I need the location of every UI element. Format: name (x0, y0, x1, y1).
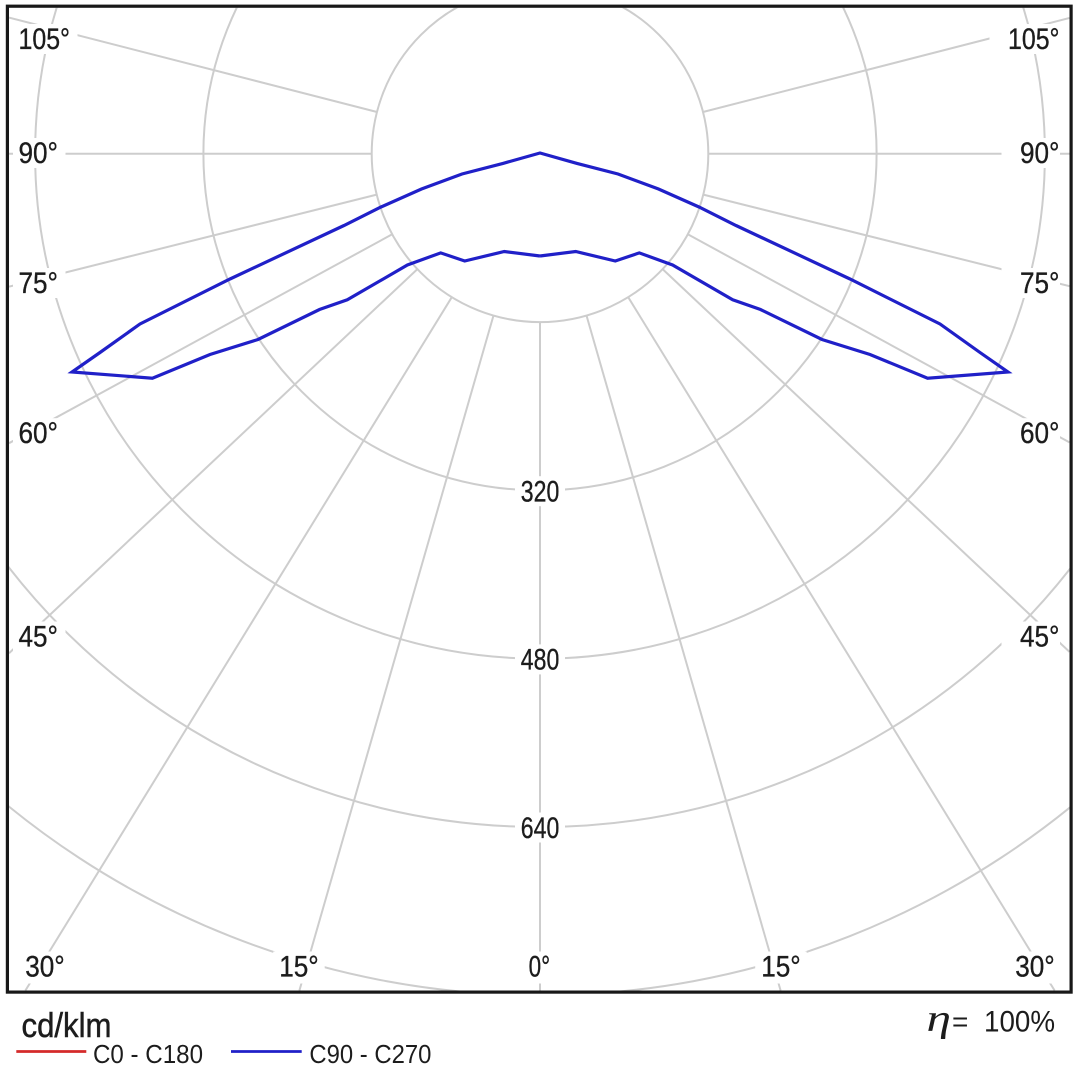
svg-text:105°: 105° (1008, 23, 1060, 56)
svg-text:90°: 90° (19, 137, 59, 170)
svg-text:100%: 100% (984, 1005, 1055, 1038)
svg-text:15°: 15° (761, 951, 801, 984)
svg-text:C0 - C180: C0 - C180 (93, 1039, 203, 1069)
svg-text:75°: 75° (1020, 267, 1060, 300)
svg-text:45°: 45° (19, 621, 59, 654)
svg-text:75°: 75° (19, 267, 59, 300)
svg-text:640: 640 (521, 812, 560, 845)
svg-text:480: 480 (521, 644, 560, 677)
svg-text:15°: 15° (279, 951, 319, 984)
svg-text:η: η (927, 997, 952, 1039)
svg-text:30°: 30° (25, 951, 64, 984)
svg-text:105°: 105° (19, 23, 71, 56)
svg-text:320: 320 (521, 476, 560, 509)
svg-text:60°: 60° (19, 417, 59, 450)
svg-text:=: = (952, 1006, 968, 1037)
svg-text:45°: 45° (1020, 621, 1060, 654)
svg-text:60°: 60° (1020, 417, 1060, 450)
svg-text:30°: 30° (1015, 951, 1054, 984)
svg-text:cd/klm: cd/klm (22, 1007, 112, 1045)
svg-text:0°: 0° (529, 951, 551, 984)
svg-text:C90 - C270: C90 - C270 (309, 1039, 431, 1069)
svg-text:90°: 90° (1020, 137, 1060, 170)
